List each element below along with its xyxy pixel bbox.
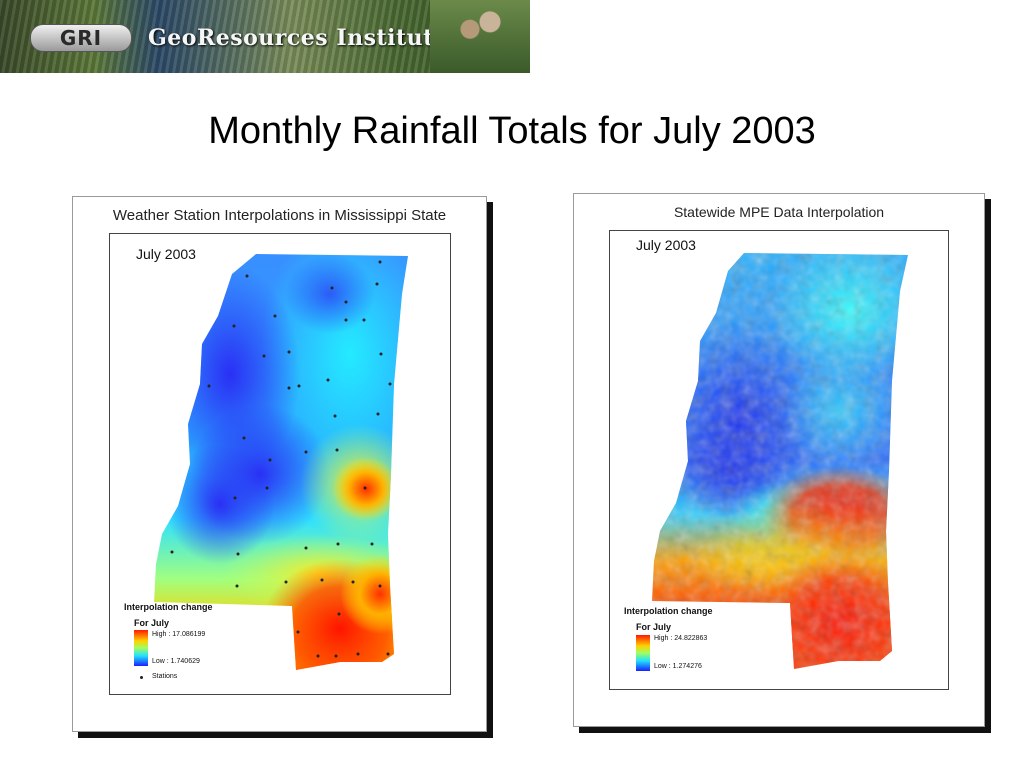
- institute-name: GeoResources Institute: [148, 25, 449, 51]
- panel-title: Statewide MPE Data Interpolation: [673, 204, 885, 220]
- legend-title: Interpolation change: [624, 606, 713, 616]
- legend-low-value: Low : 1.740629: [152, 658, 200, 665]
- legend-high-value: High : 24.822863: [654, 635, 708, 642]
- station-legend-icon: [140, 676, 143, 679]
- map-frame: July 2003 Interpolation change For July …: [109, 233, 451, 695]
- gri-logo: GRI: [30, 24, 132, 52]
- legend-subtitle: For July: [134, 618, 170, 628]
- map-frame: July 2003 Interpolation change For July …: [609, 230, 949, 690]
- legend-stations: Stations: [152, 673, 178, 680]
- mpe-interpolation-map: [652, 253, 908, 669]
- panel-title: Weather Station Interpolations in Missis…: [112, 207, 447, 224]
- weather-station-panel: Weather Station Interpolations in Missis…: [72, 196, 487, 732]
- legend-title: Interpolation change: [124, 602, 213, 612]
- gri-logo-text: GRI: [59, 26, 103, 50]
- legend-color-ramp: [636, 635, 650, 671]
- station-markers: [170, 260, 392, 658]
- header-banner: GRI GeoResources Institute: [0, 0, 530, 73]
- legend-subtitle: For July: [636, 622, 672, 632]
- legend-color-ramp: [134, 630, 148, 666]
- legend-low-value: Low : 1.274276: [654, 663, 702, 670]
- mpe-data-panel: Statewide MPE Data Interpolation: [573, 193, 985, 727]
- slide-title: Monthly Rainfall Totals for July 2003: [208, 110, 816, 152]
- map-month-label: July 2003: [136, 246, 196, 262]
- weather-station-map: [154, 254, 408, 670]
- legend-high-value: High : 17.086199: [152, 631, 206, 638]
- map-month-label: July 2003: [636, 237, 696, 253]
- banner-photo: [430, 0, 530, 73]
